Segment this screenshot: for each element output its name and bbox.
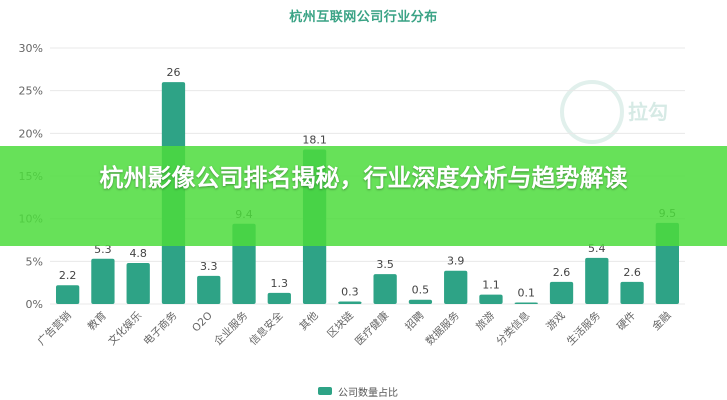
x-tick-label: 医疗健康 [352,309,391,348]
banner-overlay [0,146,727,246]
data-label: 3.5 [376,258,394,271]
data-label: 18.1 [302,134,327,147]
chart-title: 杭州互联网公司行业分布 [289,10,438,25]
x-tick-label: 广告营销 [35,309,74,348]
data-label: 1.1 [482,279,500,292]
data-label: 1.3 [271,277,289,290]
x-tick-label: 数据服务 [423,309,462,348]
y-tick-label: 30% [19,42,43,55]
x-tick-label: 生活服务 [564,309,603,348]
data-label: 2.2 [59,269,77,282]
x-tick-label: 旅游 [473,309,497,333]
x-tick-label: 企业服务 [211,309,250,348]
y-tick-label: 25% [19,85,43,98]
y-tick-label: 5% [26,255,43,268]
data-label: 0.3 [341,285,359,298]
legend-swatch [318,387,332,395]
bar [408,299,433,304]
data-label: 0.1 [518,287,536,300]
data-label: 4.8 [129,247,147,260]
bar [55,285,80,304]
x-tick-label: 金融 [649,309,673,333]
bar [444,270,468,304]
x-tick-label: 招聘 [402,309,426,333]
lagou-logo-icon [560,80,624,144]
bar [479,294,503,304]
bar [338,301,362,304]
legend: 公司数量占比 [318,384,398,399]
bar [585,257,609,304]
x-tick-label: 游戏 [544,309,568,333]
bar [514,302,538,304]
bar [620,281,644,304]
data-label: 3.3 [200,260,218,273]
bar [549,281,574,304]
x-tick-label: 教育 [85,309,109,333]
data-label: 2.6 [623,266,641,279]
bar [91,258,115,304]
banner-title: 杭州影像公司排名揭秘，行业深度分析与趋势解读 [99,164,628,192]
x-tick-label: 其他 [297,309,321,333]
data-label: 26 [166,66,180,79]
data-label: 3.9 [447,255,465,268]
data-label: 0.5 [412,284,430,297]
x-tick-label: 区块链 [325,309,357,341]
data-label: 2.6 [553,266,571,279]
x-tick-label: 硬件 [615,310,638,333]
data-label: 5.3 [94,243,112,256]
bar [267,292,291,304]
watermark-text: 拉勾 [628,100,668,124]
y-tick-label: 0% [26,298,43,311]
x-tick-label: 文化娱乐 [105,309,144,348]
bar [373,274,397,304]
bar [197,275,221,304]
y-tick-label: 20% [19,127,43,140]
x-tick-label: 电子商务 [141,309,180,348]
x-tick-label: O2O [190,310,215,335]
x-tick-label: 分类信息 [493,309,532,348]
bar [126,263,150,304]
x-tick-label: 信息安全 [247,309,286,348]
legend-label: 公司数量占比 [338,387,398,399]
